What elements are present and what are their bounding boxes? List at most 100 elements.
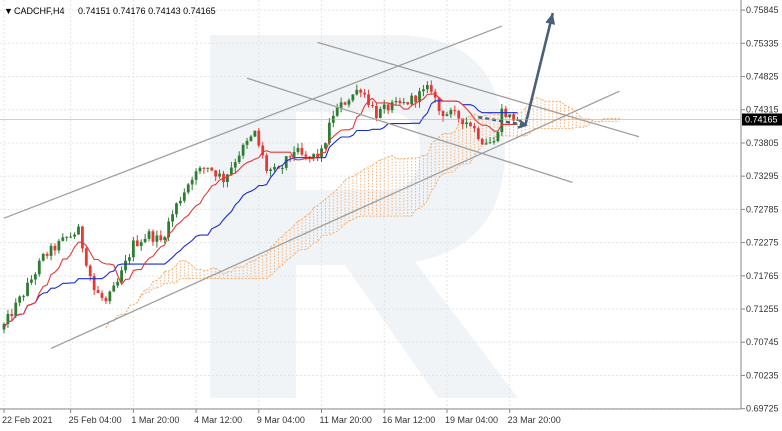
candle-body (116, 281, 120, 286)
candle-body (171, 214, 174, 222)
candle-body (182, 192, 186, 201)
candle (429, 80, 433, 94)
candle-body (288, 156, 292, 158)
descending-channel-upper[interactable] (317, 41, 640, 138)
candle (425, 81, 429, 94)
candle-body (441, 111, 445, 116)
candle-body (77, 226, 80, 235)
candle-body (402, 102, 406, 104)
forecast-arrowhead-icon[interactable] (545, 13, 556, 25)
candle-body (476, 128, 480, 139)
candle-body (214, 170, 218, 177)
candle (339, 97, 343, 113)
y-tick-label: 0.75845 (746, 5, 779, 15)
candle (284, 156, 288, 171)
candle-body (496, 132, 500, 142)
candle-body (378, 108, 382, 118)
candle (394, 96, 398, 105)
candle-body (292, 151, 296, 157)
y-tick-label: 0.75335 (746, 38, 779, 48)
candle (414, 95, 417, 108)
header-arrow-icon[interactable]: ▼ (4, 6, 13, 16)
candle (182, 188, 186, 203)
candle (441, 110, 445, 122)
candle-body (386, 104, 390, 111)
candle (269, 167, 272, 177)
forecast-dashed-arrowhead-icon[interactable] (517, 119, 528, 129)
candle-body (257, 130, 261, 146)
candle-body (316, 153, 319, 157)
candle-body (124, 260, 127, 271)
candle (18, 295, 22, 307)
candle-body (190, 179, 194, 185)
candle (30, 275, 33, 285)
candle (143, 233, 147, 244)
candle-body (296, 147, 300, 152)
y-tick-label: 0.71255 (746, 304, 779, 314)
candle (33, 272, 37, 285)
candle-body (473, 126, 476, 129)
candle (469, 121, 472, 127)
candle-body (449, 110, 453, 115)
candle-body (65, 236, 69, 238)
candle (151, 229, 155, 246)
y-tick-label: 0.73805 (746, 138, 779, 148)
ascending-channel-upper[interactable] (3, 25, 503, 219)
candle (45, 251, 49, 259)
candle (476, 126, 480, 141)
candle-body (343, 102, 347, 105)
candle (61, 233, 65, 242)
y-tick-label: 0.69725 (746, 404, 779, 414)
descending-channel-lower[interactable] (246, 77, 573, 183)
candle-body (359, 89, 363, 93)
forecast-arrow[interactable] (478, 12, 556, 129)
candle (131, 237, 135, 262)
candle (14, 298, 18, 319)
candle (245, 137, 249, 149)
candle (26, 277, 29, 297)
candle-body (131, 240, 135, 258)
candle-body (347, 100, 351, 105)
forecast-dashed-segment[interactable] (478, 115, 526, 127)
candle-body (410, 95, 414, 105)
candle (202, 167, 206, 174)
forecast-solid-segment[interactable] (524, 12, 555, 126)
candle-body (41, 253, 45, 261)
candle-body (273, 167, 276, 170)
candle-body (14, 302, 18, 317)
candle (363, 88, 367, 98)
candle-body (484, 143, 488, 145)
candle-body (108, 291, 112, 302)
ascending-channel-lower[interactable] (50, 90, 620, 350)
candle (265, 152, 269, 174)
candle (218, 169, 221, 179)
candle (296, 143, 300, 155)
candle-body (300, 147, 304, 155)
x-tick-label: 19 Mar 04:00 (445, 415, 498, 425)
right-axis-panel (741, 0, 782, 431)
candle-body (508, 114, 512, 117)
candle-body (245, 140, 249, 145)
candle (273, 163, 276, 172)
candle-body (163, 237, 167, 241)
candle (484, 138, 488, 145)
x-tick-label: 9 Mar 04:00 (257, 415, 305, 425)
candle-body (375, 106, 378, 118)
trend-channels[interactable] (3, 25, 640, 350)
candle (331, 110, 335, 128)
candle-body (461, 118, 465, 125)
candle-body (339, 102, 343, 108)
candle-body (61, 237, 65, 241)
candle-body (139, 242, 143, 247)
candle (175, 202, 178, 218)
candle (335, 103, 339, 117)
candle (57, 239, 61, 254)
candle (214, 169, 218, 182)
candle (147, 228, 151, 242)
candle (237, 151, 241, 164)
candle (308, 156, 312, 163)
candle-body (480, 138, 484, 145)
